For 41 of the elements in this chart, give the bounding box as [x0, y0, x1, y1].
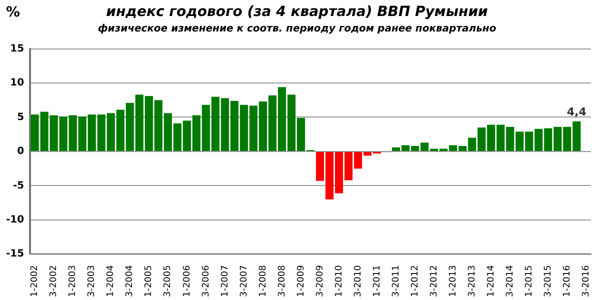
y-tick-label: 0	[17, 146, 24, 158]
x-tick-label: 1-2004	[106, 264, 116, 298]
x-tick-label: 3-2007	[239, 265, 250, 298]
x-tick-label: 3-2006	[201, 264, 212, 298]
x-tick-label: 3-2008	[277, 264, 288, 298]
y-tick-label: 5	[17, 112, 24, 123]
x-tick-label: 3-2005	[163, 265, 174, 298]
x-tick-label: 1-2011	[372, 265, 382, 298]
x-tick-label: 1-2009	[296, 264, 306, 298]
x-tick-label: 1-2005	[144, 265, 154, 298]
x-tick-label: 1-2007	[220, 265, 230, 298]
x-tick-label: 3-2002	[49, 265, 60, 298]
x-tick-label: 1-2008	[258, 264, 268, 298]
x-tick-label: 3-2015	[543, 265, 554, 298]
x-tick-label: 1-2010	[334, 264, 344, 298]
x-tick-label: 1-2015	[524, 265, 534, 298]
x-tick-label: 3-2009	[315, 264, 326, 298]
x-tick-label: 1-2014	[486, 264, 496, 298]
x-tick-label: 3-2016	[581, 264, 592, 298]
y-tick-label: -15	[6, 248, 24, 260]
x-tick-label: 1-2002	[30, 265, 40, 298]
x-tick-label: 1-2013	[448, 265, 458, 298]
y-tick-label: 15	[10, 43, 24, 54]
x-tick-label: 3-2003	[87, 265, 98, 298]
y-axis-title: %	[6, 4, 20, 21]
x-tick-label: 3-2012	[429, 265, 440, 298]
x-tick-label: 3-2010	[353, 264, 364, 298]
y-tick-label: -10	[6, 214, 24, 226]
x-tick-label: 3-2013	[467, 265, 478, 298]
x-tick-label: 3-2014	[505, 264, 516, 298]
x-tick-label: 3-2011	[391, 265, 402, 298]
x-tick-label: 3-2004	[125, 264, 136, 298]
y-tick-label: -5	[12, 180, 24, 192]
y-tick-label: 10	[10, 78, 24, 89]
x-tick-label: 1-2003	[68, 265, 78, 298]
x-tick-label: 1-2016	[562, 264, 572, 298]
x-tick-label: 1-2006	[182, 264, 192, 298]
chart-title: индекс годового (за 4 квартала) ВВП Румынии	[106, 4, 488, 20]
chart-subtitle: физическое изменение к соотв. периоду годом ранее поквартально	[98, 23, 496, 34]
data-label: 4,4	[566, 106, 587, 119]
x-tick-label: 1-2012	[410, 265, 420, 298]
